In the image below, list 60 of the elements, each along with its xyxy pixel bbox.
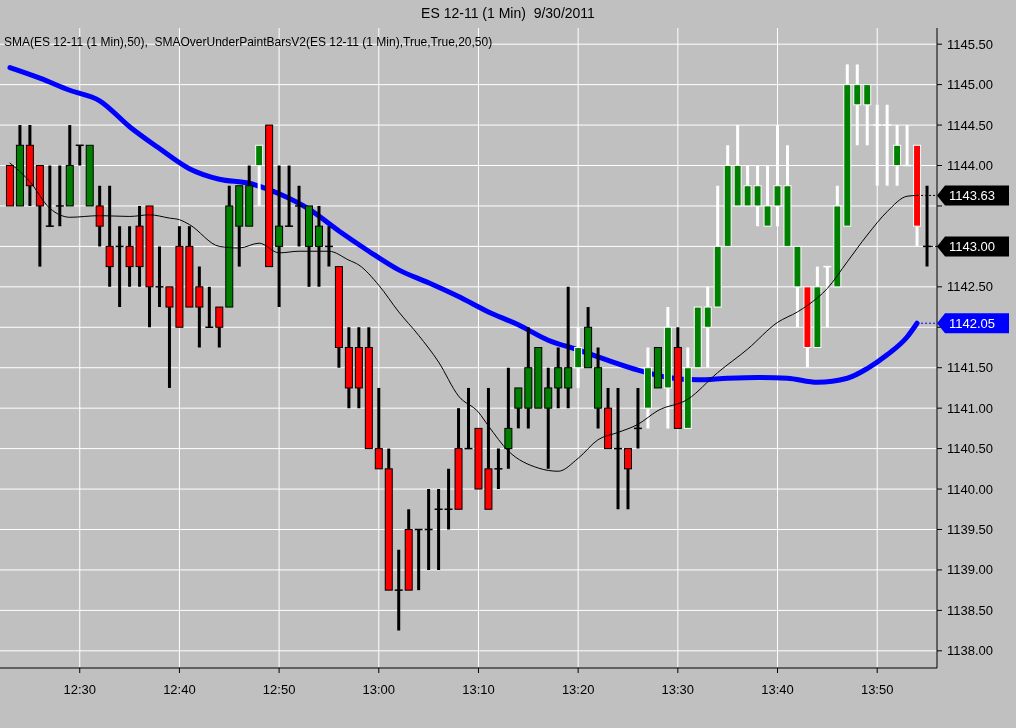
x-tick-label: 12:50	[262, 682, 296, 697]
x-tick-label: 12:30	[63, 682, 97, 697]
y-tick-label: 1141.00	[947, 400, 994, 416]
candlestick	[294, 185, 304, 247]
x-tick-label: 13:00	[362, 682, 396, 697]
candlestick	[65, 125, 74, 207]
y-tick-label: 1144.50	[947, 117, 994, 133]
candlestick	[215, 306, 224, 348]
y-tick-label: 1140.00	[947, 481, 994, 497]
x-tick-label: 13:50	[860, 682, 894, 697]
candlestick	[384, 448, 393, 591]
annotation: 1142.05	[949, 315, 996, 331]
y-tick-label: 1138.50	[947, 602, 994, 618]
x-tick-label: 12:40	[163, 682, 196, 697]
candlestick	[673, 327, 682, 429]
annotation: 1143.63	[949, 187, 996, 203]
chart-title: ES 12-11 (1 Min) 9/30/2011	[421, 5, 596, 21]
candlestick	[504, 367, 513, 469]
y-tick-label: 1142.50	[947, 279, 994, 295]
candlestick	[584, 307, 593, 369]
candlestick	[544, 367, 553, 469]
y-tick-label: 1144.00	[947, 158, 994, 174]
candlestick	[305, 205, 314, 287]
x-tick-label: 13:20	[561, 682, 595, 697]
candlestick	[284, 165, 294, 227]
y-tick-label: 1140.50	[947, 441, 994, 457]
annotation: 1143.00	[949, 238, 996, 254]
candlestick	[225, 185, 234, 308]
candlestick	[314, 205, 323, 287]
y-tick-label: 1145.00	[947, 77, 994, 93]
y-tick-label: 1138.00	[947, 643, 994, 659]
x-tick-label: 13:30	[661, 682, 695, 697]
candlestick	[524, 327, 533, 429]
candlestick	[35, 165, 44, 267]
candlestick	[344, 327, 353, 409]
candlestick	[514, 387, 523, 429]
candlestick	[374, 387, 383, 470]
text: SMA(ES 12-11 (1 Min),50), SMAOverUnderPaintBarsV2(ES 12-11 (1 Min),True,True,20,50)	[4, 35, 493, 49]
candlestick	[275, 165, 284, 308]
candlestick	[105, 185, 114, 287]
candlestick	[55, 165, 65, 227]
y-tick-label: 1139.00	[947, 562, 994, 578]
candlestick	[393, 549, 404, 631]
candlestick	[235, 185, 244, 267]
candlestick	[554, 347, 563, 409]
x-tick-label: 13:40	[761, 682, 794, 697]
y-tick-label: 1139.50	[947, 522, 994, 538]
candlestick	[354, 327, 363, 409]
candlestick	[594, 347, 603, 429]
candlestick	[604, 387, 613, 450]
y-tick-label: 1141.50	[947, 360, 994, 376]
candlestick	[245, 165, 254, 227]
x-tick-label: 13:10	[462, 682, 495, 697]
candlestick	[623, 448, 632, 510]
candlestick	[564, 286, 573, 409]
candlestick	[404, 509, 413, 591]
candlestick	[45, 165, 55, 227]
candlestick	[95, 185, 104, 247]
candlestick	[364, 327, 373, 450]
y-tick-label: 1145.50	[947, 36, 994, 52]
